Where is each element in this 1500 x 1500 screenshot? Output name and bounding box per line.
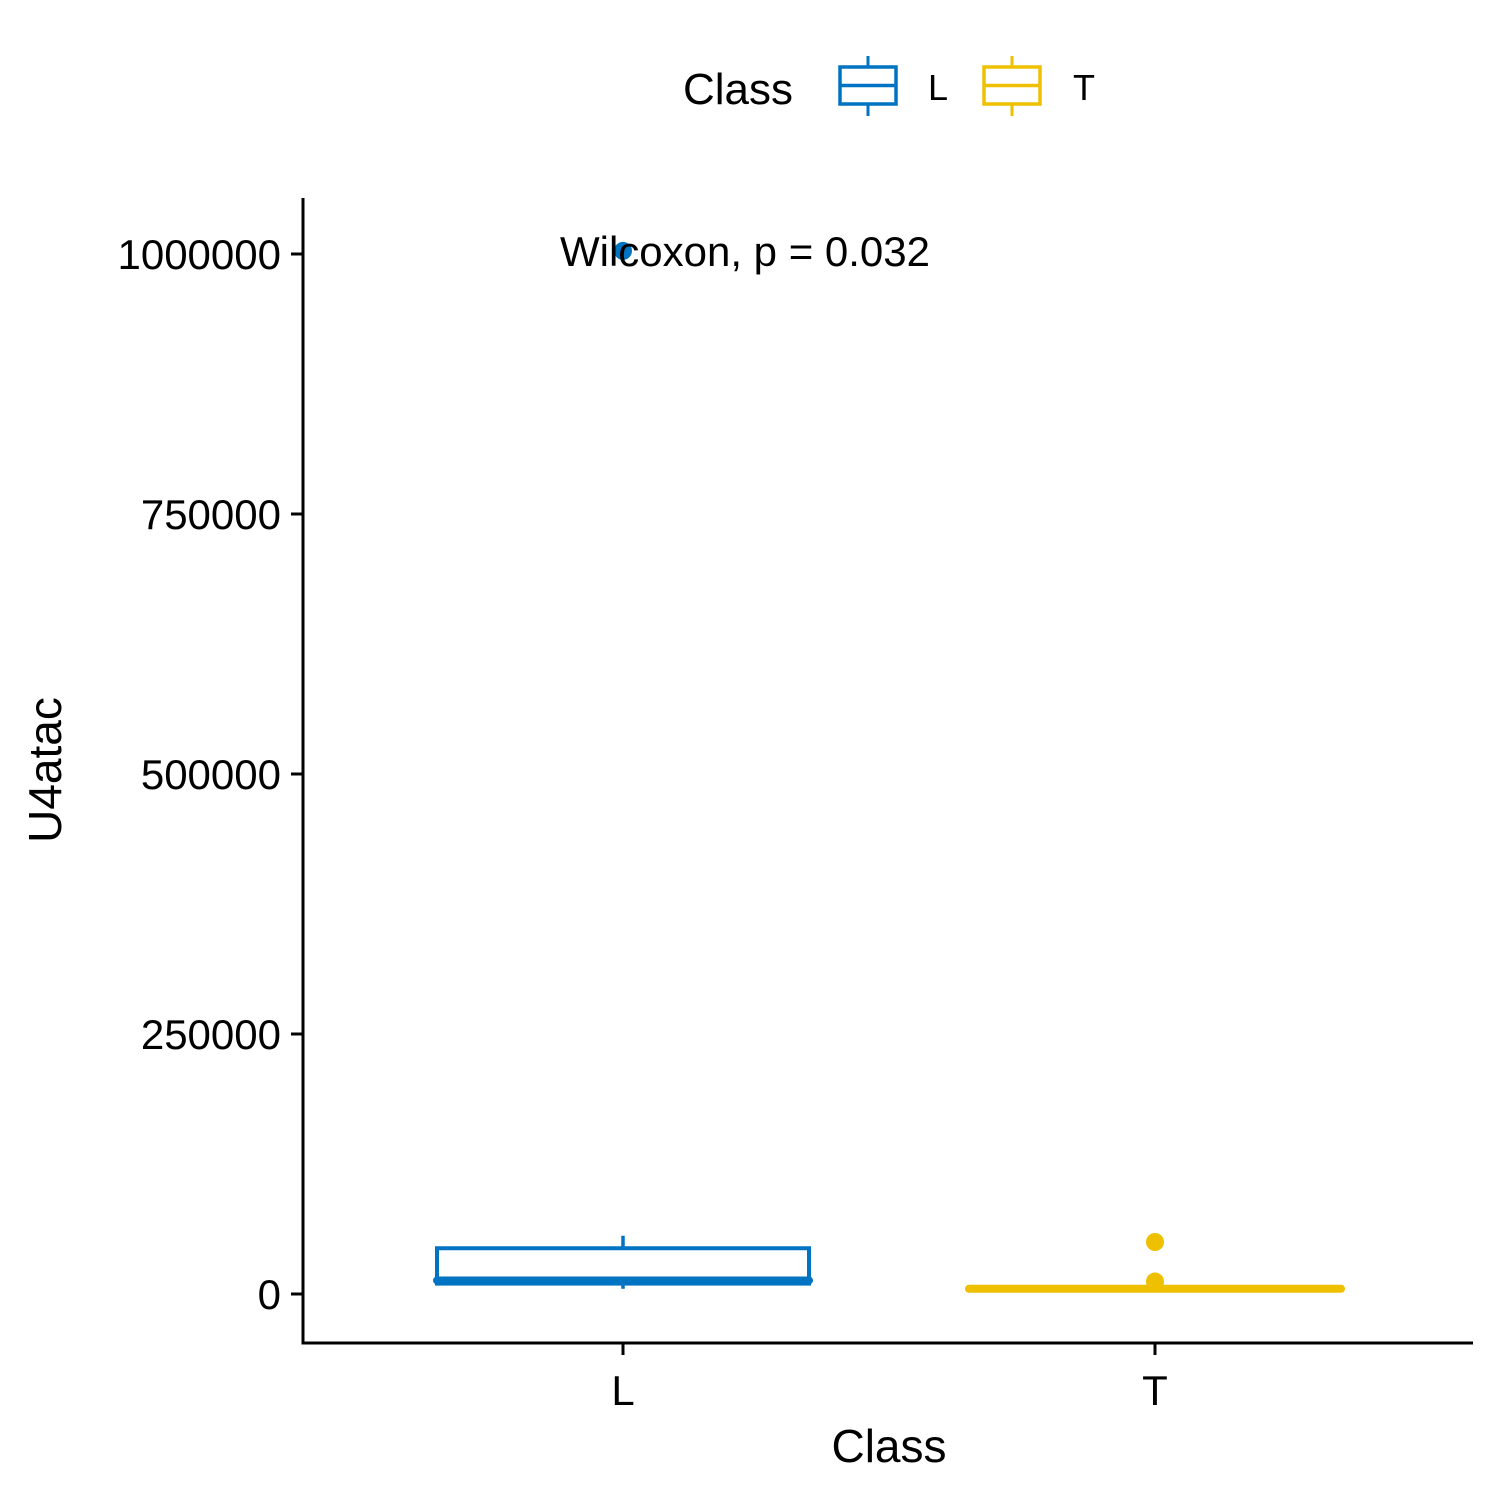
legend-entry-L: L (838, 56, 948, 116)
x-tick-label: L (611, 1367, 634, 1414)
outlier-point (1146, 1233, 1164, 1251)
plot-area: 0 250000 500000 750000 1000000 L T (117, 198, 1473, 1414)
outlier-point (1146, 1272, 1164, 1291)
legend-label: L (928, 67, 948, 108)
legend-title: Class (683, 65, 793, 114)
box-T (965, 1233, 1345, 1293)
y-tick-label: 1000000 (117, 231, 281, 278)
y-tick-label: 250000 (141, 1011, 281, 1058)
outlier-point (614, 241, 632, 260)
box-L (433, 241, 813, 1289)
x-tick-label: T (1142, 1367, 1168, 1414)
legend-entry-T: T (982, 56, 1095, 116)
y-axis-title: U4atac (19, 697, 71, 843)
wilcoxon-annotation: Wilcoxon, p = 0.032 (560, 228, 930, 275)
y-tick-label: 0 (258, 1271, 281, 1318)
y-tick-label: 750000 (141, 491, 281, 538)
x-axis-title: Class (831, 1420, 946, 1472)
y-tick-label: 500000 (141, 751, 281, 798)
legend-label: T (1073, 67, 1095, 108)
legend: Class L T (683, 56, 1095, 116)
